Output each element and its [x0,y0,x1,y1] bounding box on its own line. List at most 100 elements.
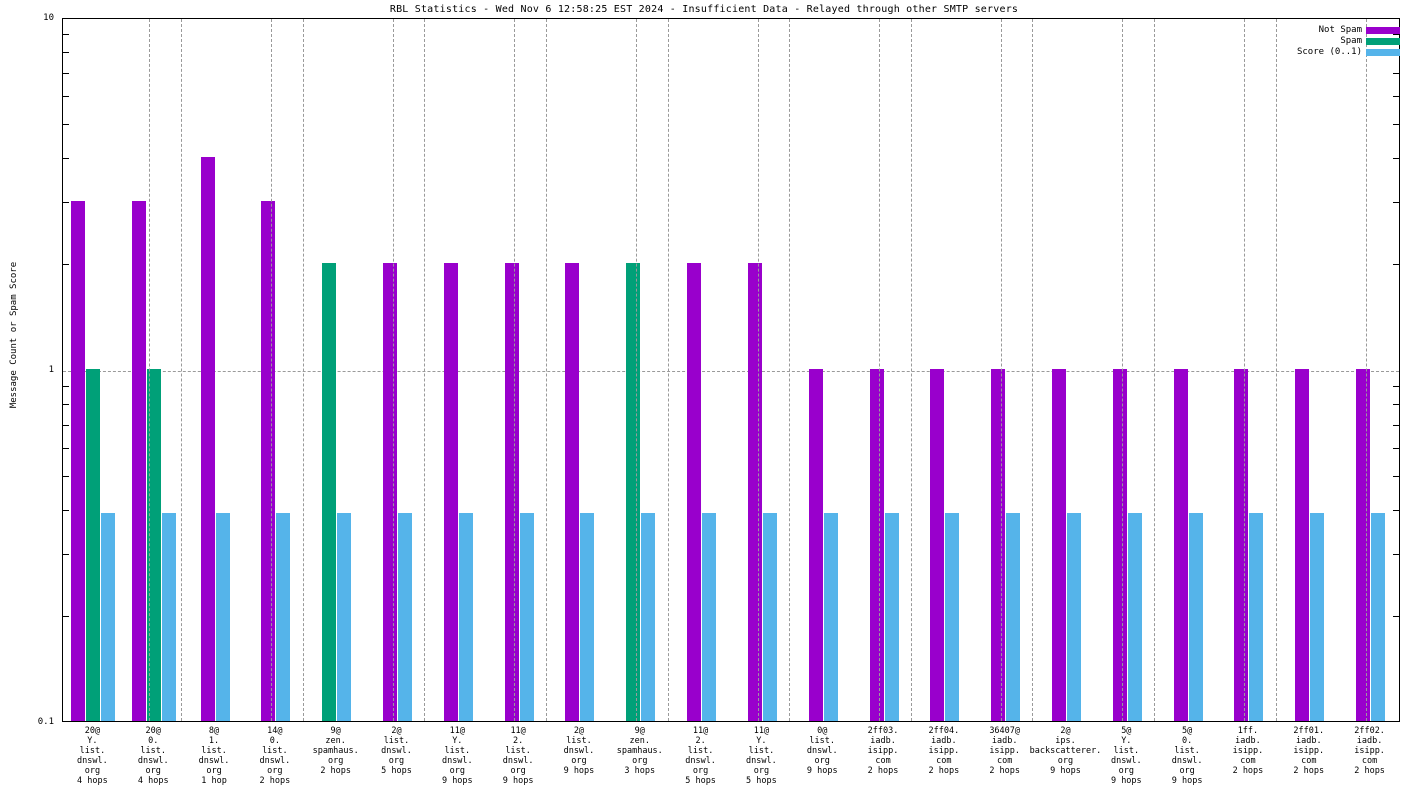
x-axis-label-line: 1ff. [1237,726,1259,736]
x-axis-label-line: 5 hops [381,766,412,776]
x-axis-tick-label: 2@ list. dnswl. org 5 hops [360,726,433,776]
x-axis-label-line: dnswl. [563,746,595,756]
x-axis-tick-label: 2ff03. iadb. isipp. com 2 hops [847,726,920,776]
x-axis-tick-label: 36407@ iadb. isipp. com 2 hops [968,726,1041,776]
x-axis-tick-label: 5@ 0. list. dnswl. org 9 hops [1151,726,1224,786]
x-axis-tick-label: 1ff. iadb. isipp. com 2 hops [1212,726,1285,776]
x-axis-label-line: com [1301,756,1317,766]
x-axis-label-line: dnswl. [1110,756,1142,766]
bar-score [276,512,291,721]
bar-spam [86,369,101,721]
bar-spam [147,369,162,721]
page-title: RBL Statistics - Wed Nov 6 12:58:25 EST … [389,4,1019,15]
gridline-vertical [424,19,426,721]
x-axis-label-line: com [996,756,1013,766]
x-axis-label-line: 2 hops [1293,766,1325,776]
x-axis-label-line: 2ff03. [867,726,899,736]
x-axis-tick-label: 11@ Y. list. dnswl. org 9 hops [421,726,494,786]
bar-score [945,512,960,721]
legend-item-label: Score (0..1) [1296,47,1362,57]
x-axis-label-line: list. [566,736,592,746]
x-axis-label-line: 11@ [449,726,465,736]
gridline-vertical [635,19,637,721]
bar-score [337,512,352,721]
bar-score [101,512,116,721]
bar-not-spam [200,157,215,721]
x-axis-tick-label: 2@ ips. backscatterer. org 9 hops [1029,726,1102,776]
x-axis-label-line: isipp. [1232,746,1264,756]
x-axis-label-line: org [327,756,344,766]
x-axis-tick-label: 14@ 0. list. dnswl. org 2 hops [238,726,311,786]
y-axis-minor-tick [62,96,69,98]
x-axis-label-line: com [1361,756,1378,766]
y-axis-tick-label: 0.1 [37,717,54,727]
x-axis-label-line: 1. [208,736,220,746]
gridline-vertical [149,19,151,721]
y-axis-minor-tick [62,404,69,406]
y-axis-minor-tick [62,158,69,160]
gridline-vertical [757,19,759,721]
bar-not-spam [1052,369,1066,721]
y-axis-minor-tick [62,72,69,74]
gridline-vertical [514,19,516,721]
x-axis-label-line: 20@ [84,726,101,736]
x-axis-label-line: dnswl. [441,756,473,766]
x-axis-label-line: spamhaus. [312,746,359,756]
x-axis-label-line: 2 hops [259,776,291,786]
gridline-vertical [1275,19,1277,721]
bar-score [641,512,656,721]
x-axis-label-line: 2. [695,736,706,746]
x-axis-label-line: org [449,766,465,776]
x-axis-tick-label: 20@ 0. list. dnswl. org 4 hops [117,726,190,786]
x-axis-tick-label: 9@ zen. spamhaus. org 2 hops [299,726,372,776]
x-axis-label-line: org [388,756,405,766]
y-axis-minor-tick [1393,448,1400,450]
x-axis-label-line: 2ff04. [928,726,960,736]
y-axis-minor-tick [62,616,69,618]
bar-spam [322,263,337,721]
bar-not-spam [1112,369,1127,721]
x-axis-label-line: list. [140,746,167,756]
x-axis-tick-label: 11@ 2. list. dnswl. org 9 hops [482,726,555,786]
y-axis-minor-tick [1393,72,1400,74]
bar-score [1067,512,1081,721]
x-axis-label-line: 2 hops [928,766,960,776]
bar-spam [626,263,641,721]
legend-swatch [1366,27,1400,34]
x-axis-label-line: 5@ [1121,726,1132,736]
bar-score [519,512,534,721]
x-axis-label-line: org [206,766,222,776]
bar-score [1249,512,1264,721]
x-axis-label-line: org [1057,756,1074,766]
x-axis-label-line: org [84,766,101,776]
x-axis-label-line: list. [687,746,714,756]
bar-not-spam [747,263,762,721]
y-axis-minor-tick [1393,386,1400,388]
bar-not-spam [565,263,580,721]
x-axis-label-line: 9 hops [1050,766,1081,776]
x-axis-label-line: 2ff02. [1354,726,1385,736]
bar-not-spam [930,369,945,721]
bar-not-spam [71,201,86,721]
x-axis-tick-label: 8@ 1. list. dnswl. org 1 hop [178,726,251,786]
x-axis-label-line: Y. [452,736,463,746]
x-axis-label-line: org [753,766,770,776]
x-axis-label-line: 3 hops [624,766,656,776]
y-axis-minor-tick [1393,158,1400,160]
x-axis-label-line: isipp. [1293,746,1325,756]
x-axis-label-line: 11@ [510,726,526,736]
plot-area [62,18,1400,722]
x-axis-label-line: Y. [1121,736,1132,746]
x-axis-label-line: list. [383,736,410,746]
gridline-vertical [180,19,182,721]
x-axis-label-line: list. [748,746,775,756]
x-axis-label-line: 9 hops [1171,776,1203,786]
x-axis-tick-label: 11@ 2. list. dnswl. org 5 hops [664,726,737,786]
x-axis-label-line: 9 hops [806,766,838,776]
y-axis-tick-label: 1 [48,365,54,375]
x-axis-label-line: 11@ [692,726,709,736]
x-axis-label-line: list. [201,746,227,756]
bar-score [1127,512,1142,721]
x-axis-label-line: 11@ [753,726,770,736]
gridline-vertical [1122,19,1124,721]
